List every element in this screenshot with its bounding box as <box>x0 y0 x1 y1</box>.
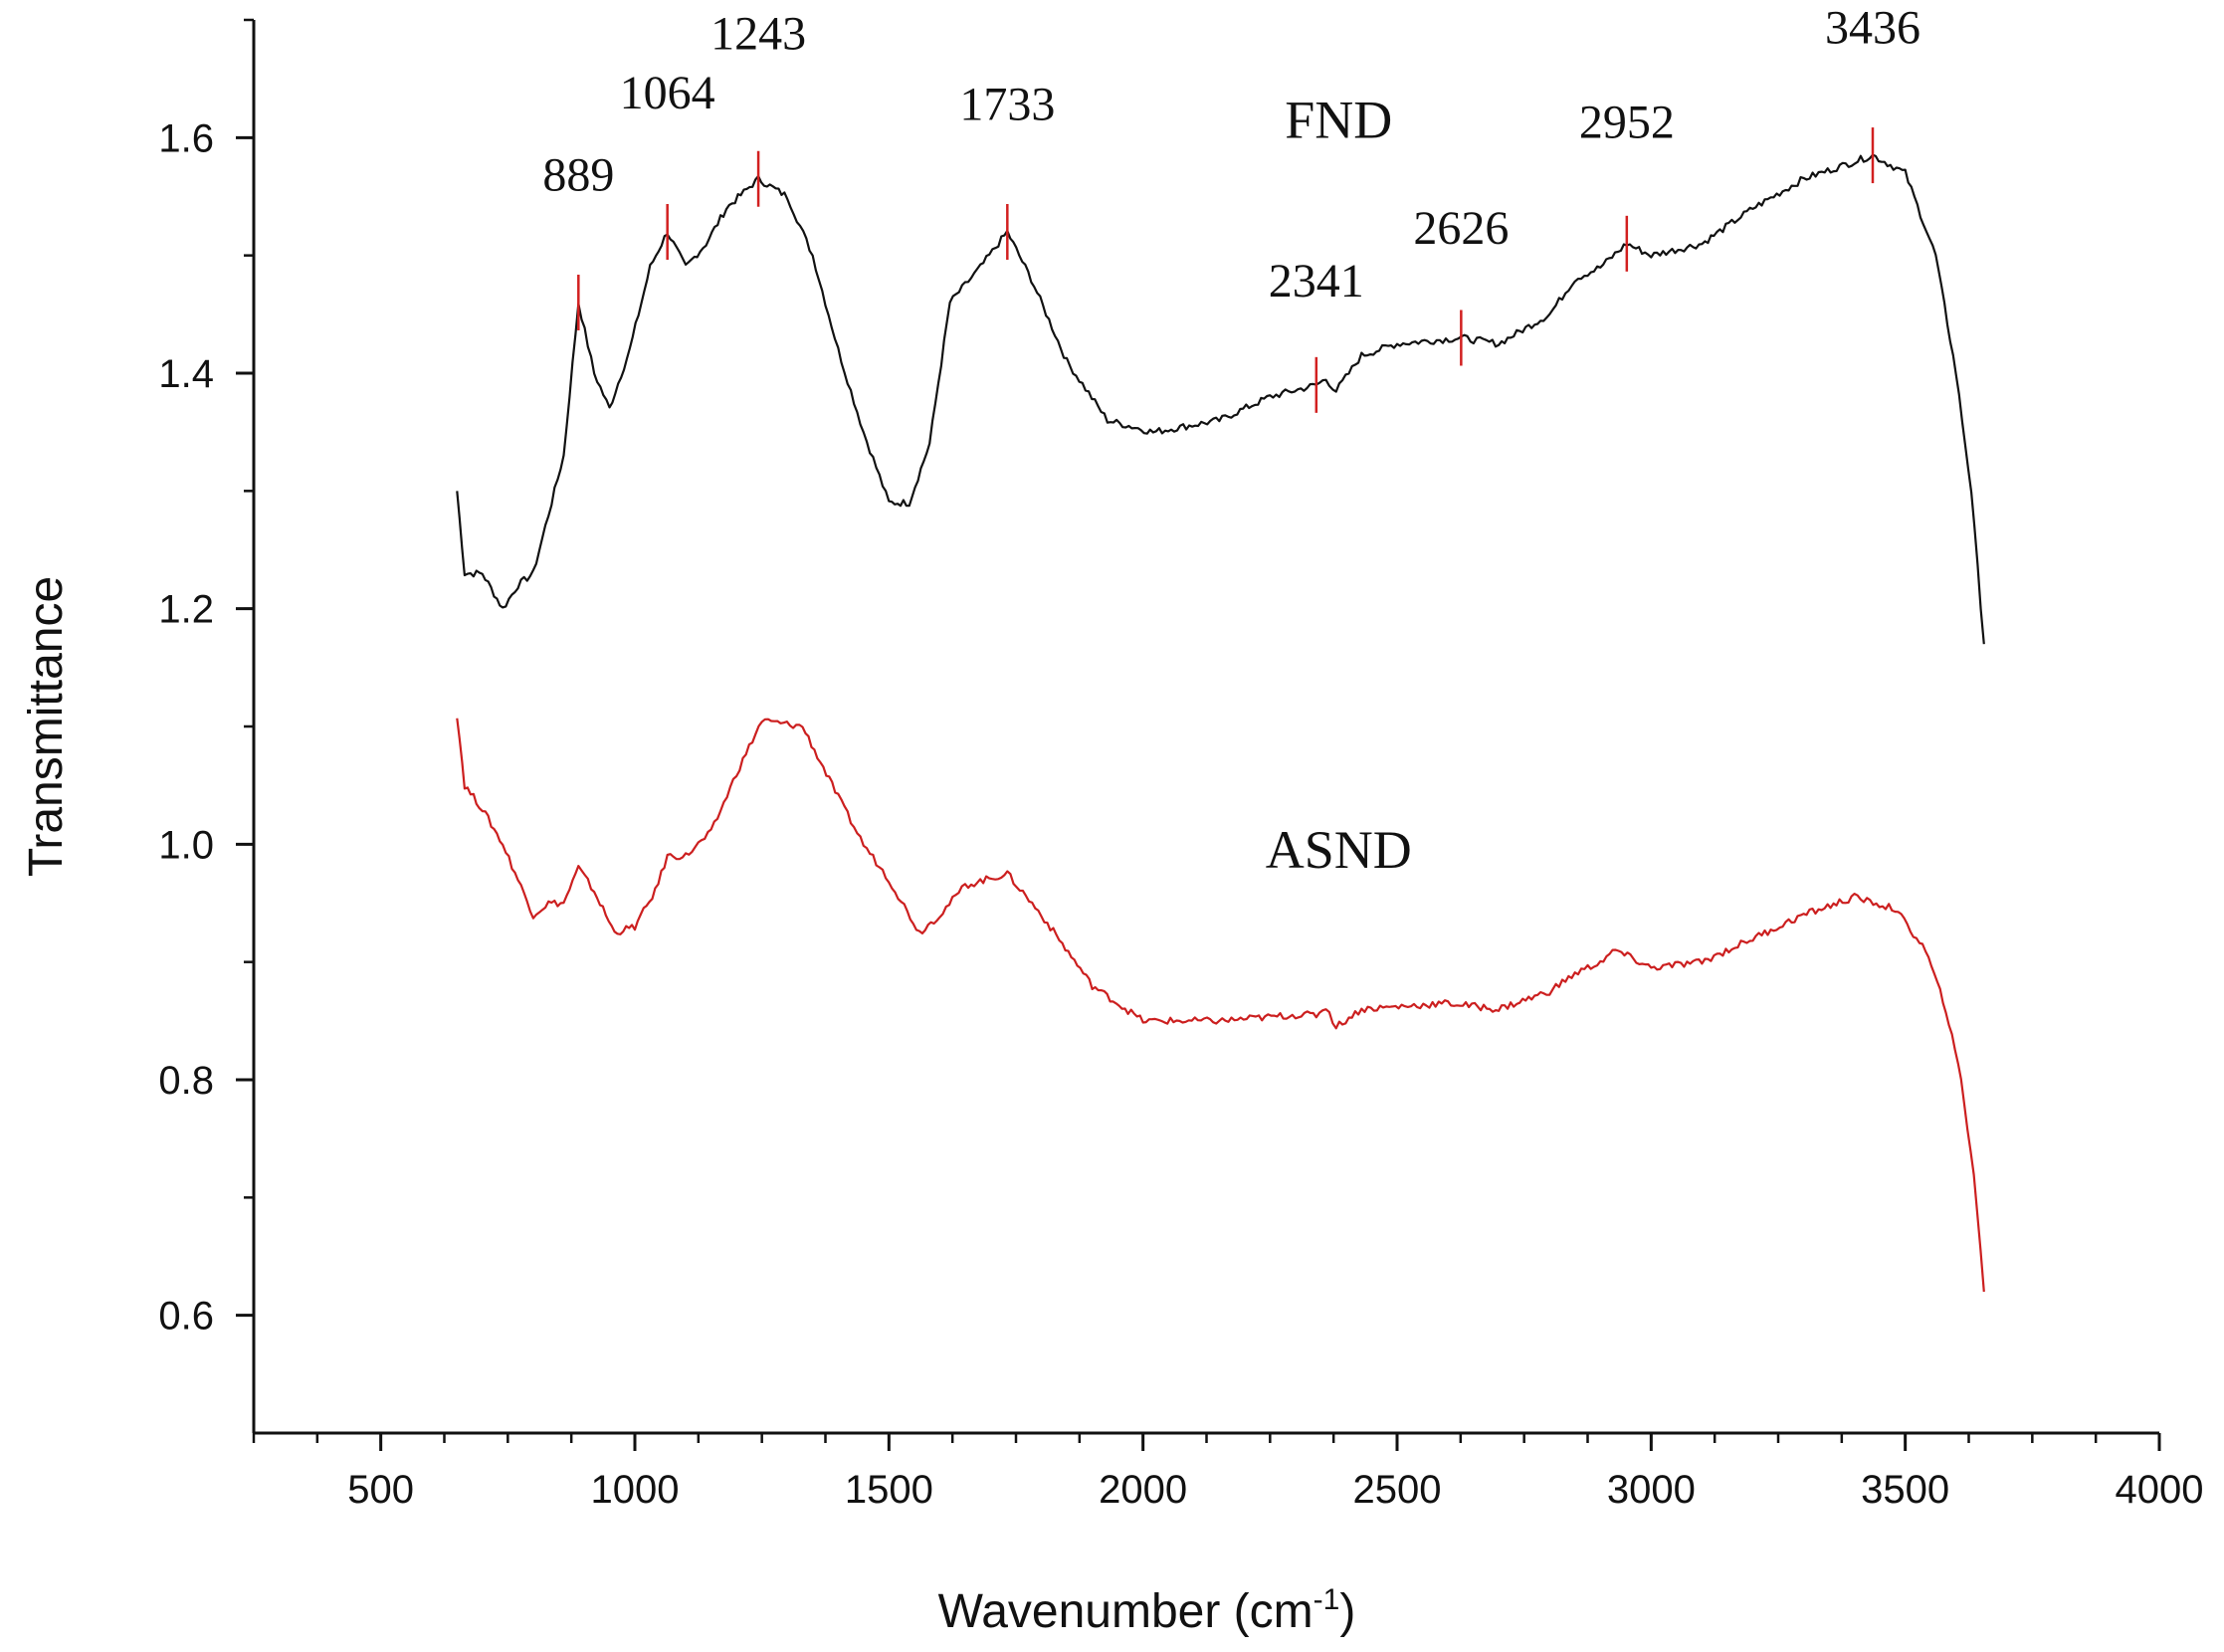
x-axis-title-close: ) <box>1339 1585 1355 1638</box>
x-axis: 500 1000 1500 2000 2500 3000 3500 4000 <box>252 1431 2204 1512</box>
x-tick-label: 3500 <box>1861 1468 1949 1512</box>
y-tick-label: 0.6 <box>158 1295 214 1339</box>
peak-label: 1064 <box>620 67 715 119</box>
x-tick-label: 1500 <box>845 1468 933 1512</box>
y-tick-label: 1.0 <box>158 823 214 867</box>
series-line-asnd <box>456 718 1985 1293</box>
series-lines <box>456 153 1985 1293</box>
series-line-fnd <box>456 153 1985 645</box>
y-tick-label: 1.6 <box>158 116 214 160</box>
peak-label: 889 <box>542 149 614 202</box>
series-label-asnd: ASND <box>1266 820 1412 880</box>
peak-label: 3436 <box>1825 2 1921 55</box>
y-tick-label: 0.8 <box>158 1059 214 1103</box>
peak-label: 2952 <box>1579 96 1675 148</box>
y-tick-label: 1.4 <box>158 352 214 396</box>
x-tick-label: 4000 <box>2116 1468 2204 1512</box>
series-labels: FND ASND <box>1266 90 1412 880</box>
x-axis-title-main: Wavenumber (cm <box>938 1585 1314 1638</box>
peak-label: 1243 <box>710 8 806 61</box>
series-label-fnd: FND <box>1285 90 1392 149</box>
x-tick-label: 2000 <box>1099 1468 1187 1512</box>
x-tick-label: 1000 <box>591 1468 680 1512</box>
y-axis-title: Transmittance <box>20 576 73 877</box>
x-tick-label: 3000 <box>1607 1468 1696 1512</box>
x-axis-title-sup: -1 <box>1314 1583 1340 1616</box>
peak-label: 1733 <box>959 79 1055 131</box>
peak-label: 2341 <box>1269 255 1364 308</box>
x-tick-label: 500 <box>347 1468 414 1512</box>
y-tick-label: 1.2 <box>158 588 214 632</box>
peak-label: 2626 <box>1413 202 1509 255</box>
y-axis: 0.6 0.8 1.0 1.2 1.4 1.6 <box>158 18 256 1433</box>
x-tick-label: 2500 <box>1353 1468 1442 1512</box>
x-axis-title: Wavenumber (cm-1) <box>938 1583 1356 1638</box>
